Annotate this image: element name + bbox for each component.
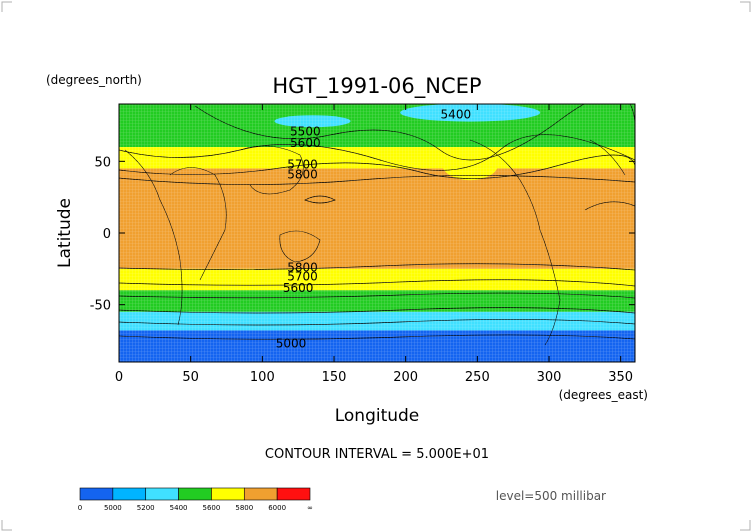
x-axis-label: Longitude — [335, 406, 420, 426]
contour-label: 5700 — [287, 269, 318, 283]
colorbar-tick-label: ∞ — [307, 504, 313, 512]
contour-interval-label: CONTOUR INTERVAL = 5.000E+01 — [265, 447, 489, 462]
corner-mark-br — [740, 520, 751, 531]
contour-label: 5700 — [287, 158, 318, 172]
y-tick-label: -50 — [90, 299, 111, 314]
colorbar-tick-label: 5800 — [235, 504, 253, 512]
contour-label: 5600 — [290, 136, 321, 150]
chart-title: HGT_1991-06_NCEP — [272, 74, 481, 99]
corner-mark-bl — [1, 520, 12, 531]
colorbar-tick-label: 5400 — [170, 504, 188, 512]
x-tick-label: 50 — [182, 370, 199, 385]
level-label: level=500 millibar — [496, 489, 606, 503]
x-tick-label: 200 — [393, 370, 418, 385]
y-axis-units: (degrees_north) — [46, 73, 142, 87]
y-tick-label: 0 — [103, 227, 111, 242]
colorbar-swatch — [276, 487, 311, 501]
colorbar-tick-label: 0 — [78, 504, 82, 512]
x-tick-label: 300 — [537, 370, 562, 385]
colorbar-swatch — [145, 487, 179, 501]
x-tick-label: 100 — [250, 370, 275, 385]
contour-label: 5000 — [276, 337, 307, 351]
contour-label: 5500 — [290, 125, 321, 139]
contour-label: 5800 — [287, 168, 318, 182]
x-tick-label: 150 — [322, 370, 347, 385]
x-axis-units: (degrees_east) — [559, 388, 648, 402]
colorbar-tick-label: 6000 — [268, 504, 286, 512]
corner-mark-tr — [740, 1, 751, 12]
x-tick-label: 250 — [465, 370, 490, 385]
x-tick-label: 0 — [115, 370, 123, 385]
colorbar: 0 5000 5200 5400 5600 5800 6000 ∞ — [78, 487, 313, 512]
corner-mark-tl — [1, 1, 12, 12]
y-axis-label: Latitude — [55, 198, 75, 268]
contour-label: 5400 — [441, 107, 472, 121]
contour-label: 5800 — [287, 261, 318, 275]
colorbar-tick-label: 5200 — [137, 504, 155, 512]
grid-overlay — [119, 104, 635, 362]
colorbar-swatch — [243, 487, 278, 501]
colorbar-swatch — [211, 487, 245, 501]
colorbar-swatch — [79, 487, 114, 501]
colorbar-swatch — [178, 487, 212, 501]
y-tick-label: 50 — [94, 155, 111, 170]
colorbar-tick-label: 5600 — [203, 504, 221, 512]
colorbar-swatch — [112, 487, 147, 501]
colorbar-tick-label: 5000 — [104, 504, 122, 512]
x-tick-label: 350 — [608, 370, 633, 385]
contour-label: 5600 — [283, 281, 314, 295]
